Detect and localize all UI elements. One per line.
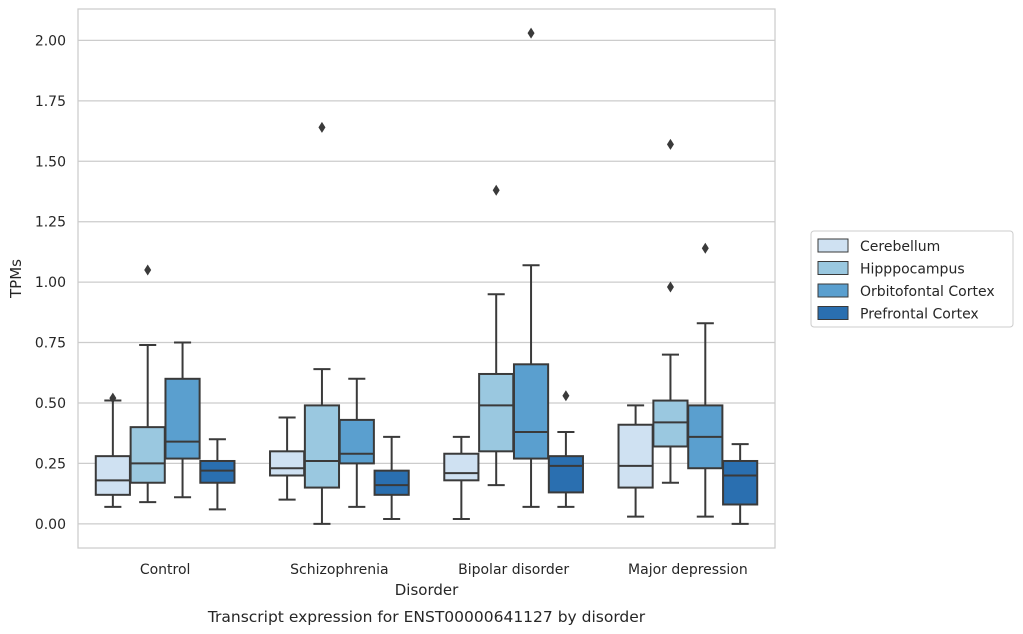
legend-swatch xyxy=(817,306,849,320)
box-hipppocampus xyxy=(303,121,341,525)
box-cerebellum xyxy=(617,404,654,518)
box-body xyxy=(617,423,654,489)
y-tick-label: 2.00 xyxy=(35,33,66,49)
box-body xyxy=(303,404,341,489)
outlier-point xyxy=(666,138,674,150)
y-tick-labels: 0.00 0.25 0.50 0.75 1.00 1.25 1.50 1.75 2.00 xyxy=(35,33,66,532)
y-tick-label: 0.00 xyxy=(35,517,66,533)
box-prefrontal-cortex xyxy=(547,390,584,508)
legend-frame xyxy=(810,230,1014,328)
box-hipppocampus xyxy=(478,184,515,487)
box-body xyxy=(199,459,236,484)
box-orbitofontal-cortex xyxy=(338,377,375,508)
legend-swatch xyxy=(817,283,849,298)
box-body xyxy=(722,459,759,506)
box-body xyxy=(269,450,306,477)
chart-caption: Transcript expression for ENST0000064112… xyxy=(207,608,646,626)
box-body xyxy=(338,418,375,465)
y-tick-label: 1.50 xyxy=(35,154,66,170)
y-tick-label: 0.50 xyxy=(35,396,66,412)
box-prefrontal-cortex xyxy=(373,435,410,520)
outlier-point xyxy=(492,184,500,196)
outlier-point xyxy=(144,264,152,276)
box-hipppocampus xyxy=(652,138,689,484)
box-body xyxy=(129,426,166,484)
outlier-point xyxy=(701,242,709,254)
box-cerebellum xyxy=(443,435,480,520)
outlier-point xyxy=(666,281,674,293)
box-body xyxy=(443,452,480,482)
box-body xyxy=(164,377,201,460)
plot-area-frame xyxy=(77,8,776,549)
box-cerebellum xyxy=(269,416,306,501)
legend-label: Hipppocampus xyxy=(860,262,965,278)
boxes xyxy=(94,27,759,525)
x-tick-label: Bipolar disorder xyxy=(458,562,569,578)
box-body xyxy=(478,372,515,453)
box-prefrontal-cortex xyxy=(199,438,236,511)
x-tick-labels: Control Schizophrenia Bipolar disorder Majo… xyxy=(140,562,748,578)
y-tick-label: 1.00 xyxy=(35,275,66,291)
box-orbitofontal-cortex xyxy=(687,242,724,518)
outlier-point xyxy=(109,392,117,404)
box-prefrontal-cortex xyxy=(722,443,759,525)
legend-label: Orbitofontal Cortex xyxy=(860,284,995,300)
outlier-point xyxy=(562,390,570,402)
x-axis-label: Disorder xyxy=(395,581,459,599)
x-tick-label: Schizophrenia xyxy=(290,562,388,578)
outlier-point xyxy=(527,27,535,39)
y-axis-label: TPMs xyxy=(7,259,25,299)
box-orbitofontal-cortex xyxy=(512,27,550,508)
legend-label: Prefrontal Cortex xyxy=(860,307,979,323)
box-orbitofontal-cortex xyxy=(164,341,201,499)
y-tick-label: 1.25 xyxy=(35,215,66,231)
outlier-point xyxy=(318,121,326,133)
box-body xyxy=(512,363,550,460)
box-body xyxy=(547,455,584,494)
box-hipppocampus xyxy=(129,264,166,504)
legend-label: Cerebellum xyxy=(860,239,940,255)
box-body xyxy=(94,455,131,496)
box-cerebellum xyxy=(94,392,131,508)
box-body xyxy=(373,469,410,496)
x-tick-label: Control xyxy=(140,562,191,578)
legend-swatch xyxy=(817,261,849,275)
legend: Cerebellum Hipppocampus Orbitofontal Corte… xyxy=(810,230,1014,328)
y-tick-label: 1.75 xyxy=(35,94,66,110)
y-tick-label: 0.75 xyxy=(35,336,66,352)
box-body xyxy=(652,399,689,448)
legend-swatch xyxy=(817,238,849,253)
y-tick-label: 0.25 xyxy=(35,456,66,472)
x-tick-label: Major depression xyxy=(628,562,748,578)
